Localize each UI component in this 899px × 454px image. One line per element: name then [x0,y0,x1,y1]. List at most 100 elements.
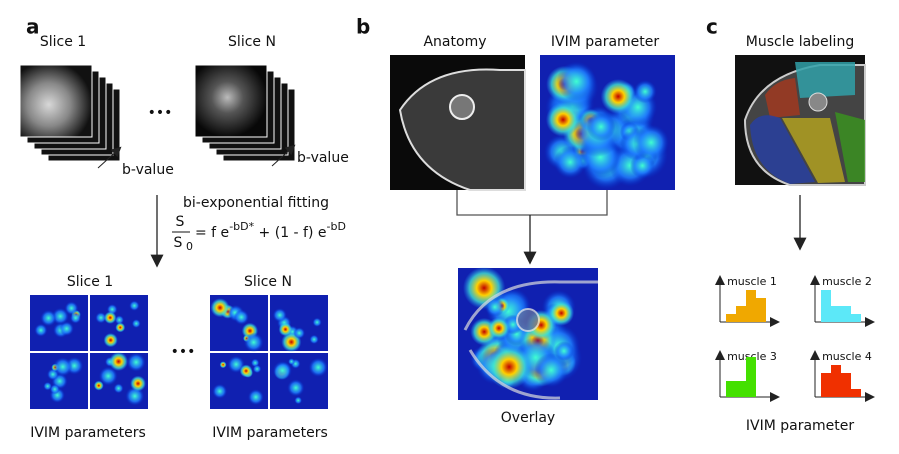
histogram-bar [831,365,841,397]
image-stack [194,64,296,162]
map-blob [109,352,129,372]
slice-title: Slice N [244,274,292,290]
map-blob [103,333,118,348]
parameter-maps [30,295,148,409]
image-title: Overlay [501,410,555,426]
histogram-bar [841,306,851,322]
map-blob [487,317,510,340]
map-blob [487,344,532,390]
parameter-maps [210,295,328,409]
map-blob [288,358,295,365]
arrow [271,144,296,167]
map-blob [600,78,636,115]
map-blob [95,312,107,324]
histogram-bar [736,381,746,397]
histogram-bar [821,290,831,322]
ivim-image [540,55,675,190]
map-blob [49,384,60,395]
equation-exponent: -bD [327,220,346,233]
map-blob [239,364,253,378]
ellipsis: ••• [148,105,173,121]
histogram-bar [726,314,736,322]
histogram-title: muscle 2 [822,275,872,288]
histogram-title: muscle 4 [822,350,872,363]
map-blob [485,297,505,317]
map-blob [308,357,328,377]
output-label: IVIM parameters [30,425,146,441]
histogram-bar [746,357,756,397]
histogram-bar [756,298,766,322]
image-stack [19,64,121,162]
slice-image [19,64,93,138]
histogram-title: muscle 3 [727,350,777,363]
image-title: IVIM parameter [551,34,660,50]
map-blob [293,327,306,339]
axis-label: b-value [297,150,349,166]
axis-label: b-value [122,162,174,178]
map-blob [312,317,322,327]
map-blob [115,322,126,333]
map-blob [210,298,230,318]
map-blob [278,322,293,337]
map-blob [59,321,74,336]
map-blob [113,383,124,394]
panel-label: b [356,15,370,39]
map-blob [98,366,118,386]
map-blob [633,124,670,161]
map-blob [93,380,104,391]
equation: = f e-bD* + (1 - f) e-bD [195,220,346,241]
map-blob [272,308,287,323]
overlay-image [458,266,598,400]
map-blob [633,80,657,104]
map-blob [534,353,569,388]
axis-label: IVIM parameter [746,418,855,434]
map-blob [252,364,262,374]
equation-part: = f e [195,225,229,241]
equation-part: + (1 - f) e [254,225,326,241]
map-blob [548,300,575,326]
map-blob [219,361,227,369]
map-blob [243,332,264,353]
map-blob [34,323,48,337]
map-blob [114,315,125,325]
anatomy-outline [516,308,540,332]
equation-denominator: S [174,235,183,251]
slice-image [194,64,268,138]
histogram-bar [726,381,736,397]
map-blob [586,112,616,142]
histogram-title: muscle 1 [727,275,777,288]
map-blob [104,311,117,324]
fitting-label: bi-exponential fitting [183,195,329,211]
equation-numerator: S [176,214,185,230]
map-blob [53,357,73,377]
map-blob [131,319,141,329]
histogram-bar [841,373,851,397]
connector [456,190,608,216]
map-blob [247,389,264,406]
map-blob [309,334,319,345]
ellipsis: ••• [171,344,196,360]
map-blob [130,375,146,392]
slice-title: Slice 1 [67,274,113,290]
slice-title: Slice 1 [40,34,86,50]
map-blob [129,300,140,311]
map-blob [43,381,52,391]
anatomy-image [390,55,526,191]
histogram-bar [736,306,746,322]
histogram-bar [831,306,841,322]
output-label: IVIM parameters [212,425,328,441]
histogram-bar [851,389,861,397]
panel-label: c [706,15,718,39]
map-blob [64,301,79,316]
labeled-image [735,55,866,186]
map-blob [545,102,581,137]
map-blob [287,379,305,397]
anatomy-outline [463,280,598,400]
panel-label: a [26,15,40,39]
equation-subscript: 0 [186,240,193,253]
map-blob [40,309,57,327]
equation-exponent: -bD* [229,220,254,233]
histogram-bar [746,290,756,322]
slice-title: Slice N [228,34,276,50]
